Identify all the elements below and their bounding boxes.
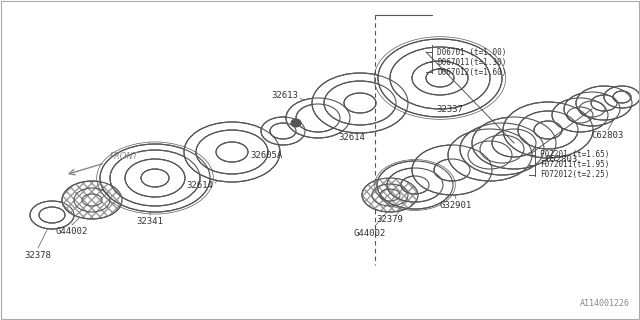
Ellipse shape — [344, 93, 376, 113]
Ellipse shape — [613, 91, 631, 103]
Text: 32337: 32337 — [436, 106, 463, 115]
Ellipse shape — [270, 123, 296, 139]
Ellipse shape — [125, 159, 185, 197]
Ellipse shape — [434, 159, 470, 181]
Ellipse shape — [196, 130, 268, 174]
Ellipse shape — [216, 142, 248, 162]
Ellipse shape — [312, 73, 408, 133]
Text: D067011(t=1.30): D067011(t=1.30) — [437, 58, 506, 67]
Ellipse shape — [604, 86, 640, 108]
Ellipse shape — [39, 207, 65, 223]
Ellipse shape — [362, 178, 418, 212]
Ellipse shape — [552, 98, 608, 132]
Ellipse shape — [286, 98, 350, 138]
Ellipse shape — [412, 145, 492, 195]
Text: G32901: G32901 — [440, 201, 472, 210]
Ellipse shape — [401, 176, 429, 194]
Ellipse shape — [472, 117, 556, 169]
Ellipse shape — [30, 201, 74, 229]
Ellipse shape — [261, 117, 305, 145]
Ellipse shape — [291, 119, 301, 127]
Ellipse shape — [387, 168, 443, 202]
Text: A114001226: A114001226 — [580, 299, 630, 308]
Ellipse shape — [564, 92, 620, 126]
Ellipse shape — [460, 123, 544, 175]
Ellipse shape — [480, 135, 524, 163]
Ellipse shape — [184, 122, 280, 182]
Ellipse shape — [296, 104, 340, 132]
Text: 32379: 32379 — [376, 215, 403, 225]
Ellipse shape — [62, 181, 122, 219]
Ellipse shape — [324, 81, 396, 125]
Ellipse shape — [534, 121, 562, 139]
Ellipse shape — [503, 102, 593, 158]
Ellipse shape — [591, 95, 617, 111]
Ellipse shape — [448, 129, 532, 181]
Ellipse shape — [468, 141, 512, 169]
Ellipse shape — [412, 61, 468, 95]
Text: 32613: 32613 — [271, 91, 298, 100]
Text: D067012(t=1.60): D067012(t=1.60) — [437, 68, 506, 76]
Ellipse shape — [390, 47, 490, 109]
Text: F072012(t=2.25): F072012(t=2.25) — [540, 171, 609, 180]
Text: F07201 (t=1.65): F07201 (t=1.65) — [540, 150, 609, 159]
Ellipse shape — [567, 107, 593, 123]
Text: 32378: 32378 — [24, 251, 51, 260]
Text: 32614: 32614 — [187, 180, 213, 189]
Text: G44002: G44002 — [354, 228, 386, 237]
Ellipse shape — [579, 101, 605, 117]
Text: D06701 (t=1.00): D06701 (t=1.00) — [437, 47, 506, 57]
Ellipse shape — [492, 129, 536, 157]
Ellipse shape — [377, 161, 453, 209]
Text: 32341: 32341 — [136, 218, 163, 227]
Ellipse shape — [518, 111, 578, 149]
Ellipse shape — [576, 86, 632, 120]
Text: C62803: C62803 — [592, 131, 624, 140]
Ellipse shape — [378, 39, 502, 117]
Text: D52803: D52803 — [546, 156, 578, 164]
Ellipse shape — [100, 144, 210, 212]
Text: G44002: G44002 — [56, 228, 88, 236]
Text: F072011(t=1.95): F072011(t=1.95) — [540, 161, 609, 170]
Text: 32614: 32614 — [339, 133, 365, 142]
Ellipse shape — [110, 150, 200, 206]
Text: FRONT: FRONT — [110, 152, 139, 161]
Ellipse shape — [426, 69, 454, 87]
Text: 32605A: 32605A — [250, 150, 282, 159]
Ellipse shape — [141, 169, 169, 187]
